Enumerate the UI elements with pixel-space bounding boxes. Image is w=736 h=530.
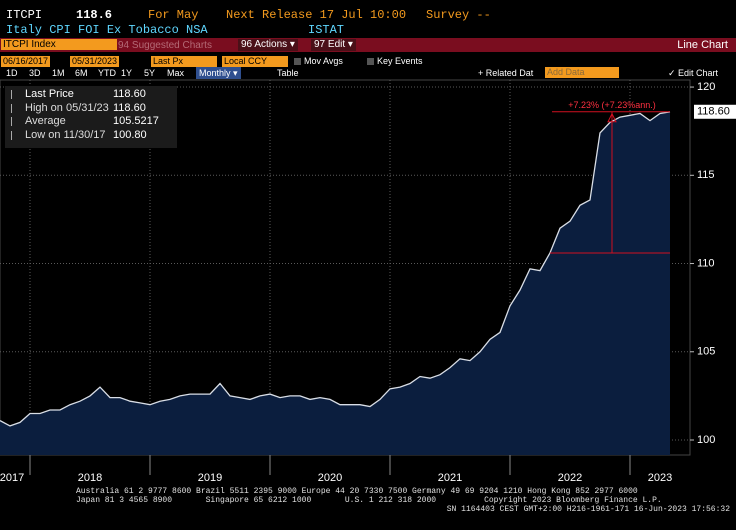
last-value: 118.6: [76, 8, 113, 22]
range-button[interactable]: 5Y: [144, 68, 156, 78]
survey: Survey --: [426, 8, 491, 22]
range-button[interactable]: 1M: [52, 68, 65, 78]
footer-line: Japan 81 3 4565 8900 Singapore 65 6212 1…: [76, 496, 662, 505]
x-tick-label: 2018: [78, 472, 102, 484]
y-tick-label: 105: [697, 346, 715, 358]
range-button[interactable]: 3D: [29, 68, 41, 78]
legend-row: Last Price 118.60: [5, 88, 177, 101]
chart-type: Line Chart: [677, 39, 728, 51]
last-label: 118.60: [697, 106, 730, 118]
legend-icon: [11, 130, 12, 140]
security[interactable]: ITCPI Index: [1, 39, 117, 50]
x-tick-label: 2021: [438, 472, 462, 484]
description: Italy CPI FOI Ex Tobacco NSA: [6, 23, 208, 37]
key-events[interactable]: Key Events: [377, 56, 423, 66]
edit-menu[interactable]: 97 Edit ▾: [311, 39, 356, 51]
currency[interactable]: Local CCY: [222, 56, 288, 67]
range-button[interactable]: 1Y: [121, 68, 133, 78]
actions-menu[interactable]: 96 Actions ▾: [238, 39, 298, 51]
legend-label: Low on 11/30/17: [25, 128, 106, 141]
x-tick-label: 2022: [558, 472, 582, 484]
y-tick-label: 120: [697, 81, 715, 93]
legend-icon: [11, 90, 12, 99]
x-tick-label: 2017: [0, 472, 24, 484]
menu-bar: [0, 38, 736, 52]
table[interactable]: Table: [277, 68, 299, 78]
source: ISTAT: [308, 23, 345, 37]
range-button[interactable]: Max: [167, 68, 185, 78]
legend-icon: [11, 103, 12, 113]
line: [0, 111, 671, 427]
legend-value: 100.80: [113, 128, 147, 141]
y-tick-label: 100: [697, 434, 715, 446]
start-date[interactable]: 06/16/2017: [1, 56, 51, 67]
range-button[interactable]: 6M: [75, 68, 88, 78]
x-tick-label: 2023: [648, 472, 672, 484]
end-date[interactable]: 05/31/2023: [70, 56, 120, 67]
range-button[interactable]: YTD: [98, 68, 116, 78]
legend-row: High on 05/31/23 118.60: [5, 102, 177, 115]
annotation: +7.23% (+7.23%ann.): [568, 100, 656, 110]
checkbox[interactable]: [294, 58, 301, 65]
legend-row: Low on 11/30/17 100.80: [5, 129, 177, 142]
legend-row: Average 105.5217: [5, 115, 177, 128]
y-tick-label: 115: [697, 169, 715, 181]
legend-label: Average: [25, 115, 66, 127]
legend-label: Last Price: [25, 88, 74, 100]
mov-avgs[interactable]: Mov Avgs: [304, 56, 343, 66]
ticker: ITCPI: [6, 8, 43, 22]
legend-icon: [11, 117, 12, 126]
legend-value: 118.60: [113, 88, 146, 100]
next-release: Next Release 17 Jul 10:00: [226, 8, 407, 22]
period: For May: [148, 8, 199, 22]
footer-line: SN 1164403 CEST GMT+2:00 H216-1961-171 1…: [446, 505, 730, 514]
frequency[interactable]: Monthly ▾: [196, 67, 241, 79]
footer-line: Australia 61 2 9777 8600 Brazil 5511 239…: [76, 487, 638, 496]
y-tick-label: 110: [697, 257, 715, 269]
range-button[interactable]: 1D: [6, 68, 18, 78]
add-data[interactable]: Add Data: [545, 67, 619, 78]
legend-label: High on 05/31/23: [25, 101, 109, 114]
x-tick-label: 2020: [318, 472, 342, 484]
related-data[interactable]: + Related Dat: [478, 68, 534, 78]
field[interactable]: Last Px: [151, 56, 217, 67]
checkbox[interactable]: [367, 58, 374, 65]
last-label-box: [694, 104, 736, 119]
suggested-charts[interactable]: 94 Suggested Charts: [118, 40, 212, 51]
x-tick-label: 2019: [198, 472, 222, 484]
annotation-arrow: [607, 112, 617, 123]
edit-chart[interactable]: ✓ Edit Chart: [668, 68, 719, 78]
legend-value: 105.5217: [113, 115, 159, 127]
legend: Last Price 118.60 High on 05/31/23 118.60 Av…: [5, 86, 177, 148]
area: [0, 111, 670, 456]
legend-value: 118.60: [113, 101, 146, 114]
